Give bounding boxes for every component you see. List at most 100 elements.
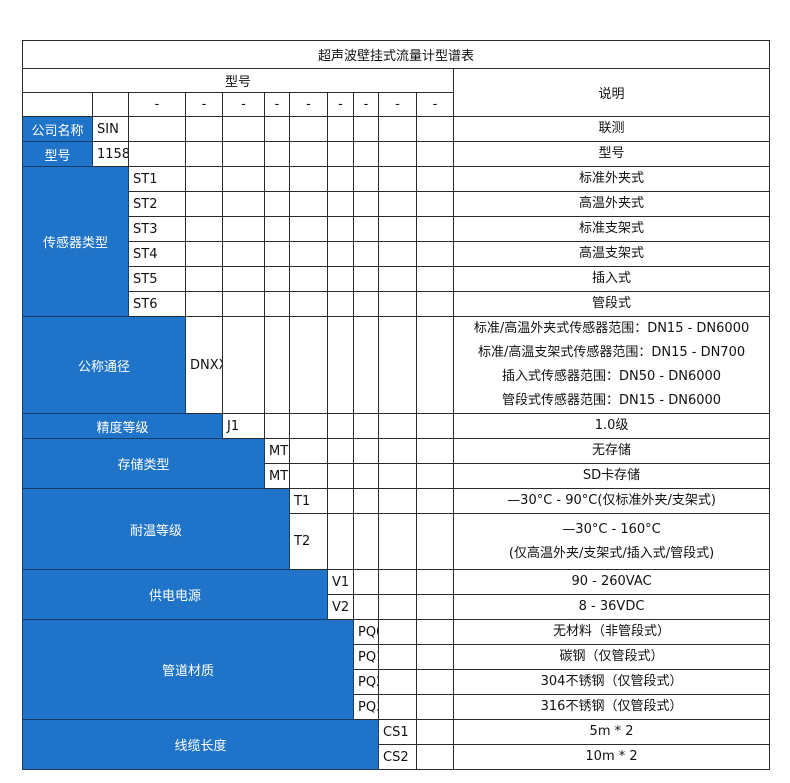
group-label: 存储类型 — [22, 438, 265, 489]
empty-cell — [416, 316, 454, 414]
description-cell: 型号 — [452, 141, 771, 167]
empty-cell — [185, 241, 223, 267]
empty-cell — [378, 266, 417, 292]
description-line: 5m * 2 — [589, 724, 634, 739]
code-cell: J1 — [222, 413, 265, 439]
table-row: PQ1 碳钢（仅管段式） — [23, 644, 771, 670]
empty-cell — [416, 463, 454, 489]
empty-cell — [264, 216, 290, 242]
table-row: 公司名称 SIN 联测 — [22, 116, 771, 142]
title-row: 超声波壁挂式流量计型谱表 — [21, 40, 771, 69]
dash-cell: - — [264, 92, 290, 117]
table-row: PQ2 304不锈钢（仅管段式） — [23, 669, 771, 695]
model-spectrum-table: 超声波壁挂式流量计型谱表 型号 说明 --------- 公司名称 SIN 联测 型号… — [21, 40, 771, 770]
description-line: 标准/高温支架式传感器范围：DN15 - DN700 — [477, 345, 746, 360]
empty-cell — [378, 438, 417, 464]
description-line: 管段式传感器范围：DN15 - DN6000 — [502, 393, 722, 408]
empty-cell — [327, 191, 354, 217]
empty-cell — [416, 669, 454, 695]
empty-cell — [289, 266, 328, 292]
description-line: —30°C - 160°C — [562, 521, 661, 537]
empty-cell — [416, 719, 454, 745]
empty-cell — [264, 241, 290, 267]
empty-cell — [185, 116, 223, 142]
empty-cell — [353, 291, 379, 317]
empty-cell — [353, 569, 379, 595]
empty-cell — [416, 266, 454, 292]
empty-cell — [416, 619, 454, 645]
separator-row: --------- — [22, 92, 770, 117]
empty-cell — [185, 191, 223, 217]
empty-cell — [128, 116, 186, 142]
description-cell: 管段式 — [452, 291, 771, 317]
empty-cell — [327, 241, 354, 267]
empty-cell — [378, 141, 417, 167]
table-row: ST3 标准支架式 — [23, 216, 771, 242]
empty-cell — [222, 266, 265, 292]
empty-cell — [92, 92, 129, 117]
description-header: 说明 — [452, 68, 771, 117]
code-cell: T2 — [289, 513, 328, 570]
description-line: —30°C - 90°C(仅标准外夹/支架式) — [507, 493, 716, 508]
empty-cell — [289, 241, 328, 267]
empty-cell — [378, 216, 417, 242]
empty-cell — [264, 266, 290, 292]
description-line: 无存储 — [592, 443, 632, 458]
code-cell: ST5 — [128, 266, 186, 292]
empty-cell — [416, 241, 454, 267]
table-row: CS2 10m * 2 — [23, 744, 771, 770]
empty-cell — [185, 216, 223, 242]
empty-cell — [353, 166, 379, 192]
description-line: 无材料（非管段式） — [553, 624, 671, 639]
description-line: 90 - 260VAC — [571, 574, 652, 589]
empty-cell — [378, 191, 417, 217]
empty-cell — [378, 316, 417, 414]
empty-cell — [327, 513, 354, 570]
code-cell: ST2 — [128, 191, 186, 217]
empty-cell — [353, 488, 379, 514]
empty-cell — [378, 569, 417, 595]
empty-cell — [185, 266, 223, 292]
empty-cell — [416, 513, 454, 570]
empty-cell — [222, 291, 265, 317]
empty-cell — [353, 594, 379, 620]
empty-cell — [264, 141, 290, 167]
description-cell: 304不锈钢（仅管段式） — [452, 669, 771, 695]
empty-cell — [327, 266, 354, 292]
empty-cell — [327, 166, 354, 192]
empty-cell — [289, 291, 328, 317]
empty-cell — [378, 116, 417, 142]
code-cell: ST6 — [128, 291, 186, 317]
group-label: 型号 — [22, 141, 93, 167]
table-row: V2 8 - 36VDC — [23, 594, 771, 620]
empty-cell — [264, 116, 290, 142]
empty-cell — [327, 463, 354, 489]
empty-cell — [353, 513, 379, 570]
empty-cell — [185, 291, 223, 317]
dash-cell: - — [416, 92, 454, 117]
table-row: ST5 插入式 — [23, 266, 771, 292]
table-title: 超声波壁挂式流量计型谱表 — [21, 40, 771, 69]
code-cell: DNXX — [185, 316, 223, 414]
description-line: 10m * 2 — [585, 749, 638, 764]
description-line: 联测 — [598, 121, 625, 136]
description-line: 304不锈钢（仅管段式） — [540, 674, 683, 689]
description-cell: 1.0级 — [452, 413, 771, 439]
description-line: 1.0级 — [594, 418, 629, 433]
description-line: 碳钢（仅管段式） — [559, 649, 664, 664]
code-cell: PQ0 — [353, 619, 379, 645]
code-cell: ST3 — [128, 216, 186, 242]
description-line: 管段式 — [592, 296, 632, 311]
description-cell: —30°C - 90°C(仅标准外夹/支架式) — [452, 488, 771, 514]
code-cell: T1 — [289, 488, 328, 514]
empty-cell — [353, 116, 379, 142]
table-row: 精度等级 J1 1.0级 — [22, 413, 771, 439]
code-cell: CS2 — [378, 744, 417, 770]
empty-cell — [185, 141, 223, 167]
empty-cell — [353, 413, 379, 439]
dash-cell: - — [289, 92, 328, 117]
empty-cell — [353, 216, 379, 242]
dash-cell: - — [327, 92, 354, 117]
empty-cell — [289, 463, 328, 489]
description-cell: 碳钢（仅管段式） — [452, 644, 771, 670]
